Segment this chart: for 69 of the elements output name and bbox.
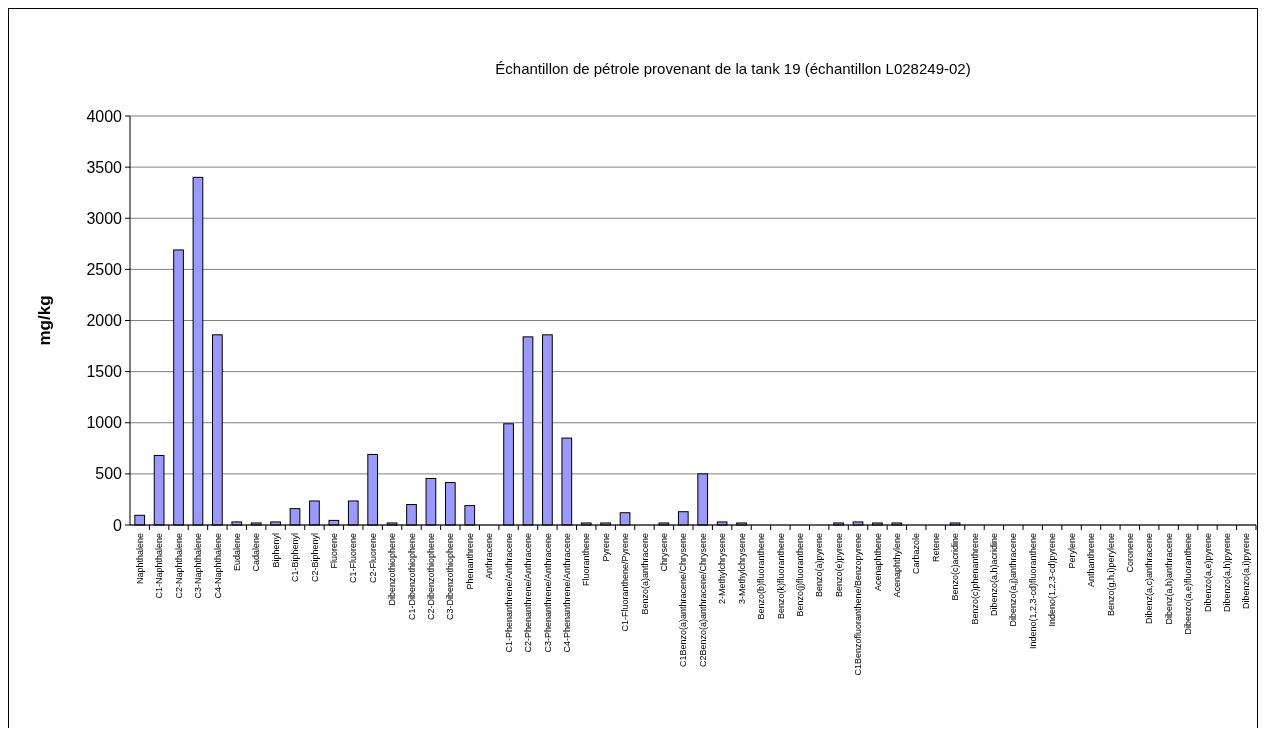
y-axis-title: mg/kg bbox=[35, 295, 54, 346]
x-tick-label: Eudalene bbox=[231, 533, 242, 572]
x-tick-label: Anthracene bbox=[484, 533, 495, 580]
chart-title: Échantillon de pétrole provenant de la tank 19 (échantillon L028249-02) bbox=[495, 60, 971, 77]
x-tick-label: C1-Dibenzothiophene bbox=[406, 533, 417, 621]
x-tick-label: Acenaphthene bbox=[872, 533, 883, 592]
x-tick-label: Benzo(c)acridine bbox=[950, 533, 961, 601]
x-tick-label: Fluorene bbox=[328, 533, 339, 569]
y-tick-label: 1000 bbox=[86, 414, 123, 432]
x-tick-label: Benzo(j)fluoranthene bbox=[794, 533, 805, 617]
x-tick-label: C1-Naphthalene bbox=[154, 533, 165, 599]
x-tick-label: C2Benzo(a)anthracene/Chrysene bbox=[697, 533, 708, 668]
x-tick-label: Indeno(1,2,3-cd)pyrene bbox=[1047, 533, 1058, 627]
x-tick-label: C1-Fluoranthene/Pyrene bbox=[620, 533, 631, 632]
x-tick-label: Pyrene bbox=[600, 533, 611, 562]
x-tick-label: C2-Dibenzothiophene bbox=[426, 533, 437, 621]
x-tick-label: Dibenzo(a,h)pyrene bbox=[1222, 533, 1233, 613]
x-tick-label: C3-Dibenzothiophene bbox=[445, 533, 456, 621]
x-tick-label: Benzo(a)anthracene bbox=[639, 533, 650, 615]
x-tick-label: Retene bbox=[930, 533, 941, 563]
x-tick-label: C1Benzo(a)anthracene/Chrysene bbox=[678, 533, 689, 668]
x-tick-label: Coronene bbox=[1124, 533, 1135, 573]
x-tick-label: C2-Naphthalene bbox=[173, 533, 184, 599]
x-tick-label: Dibenz(a,h)anthracene bbox=[1163, 533, 1174, 625]
x-tick-label: Benzo(e)pyrene bbox=[833, 533, 844, 598]
y-tick-label: 2000 bbox=[86, 312, 123, 330]
x-tick-label: Dibenzo(a,e)pyrene bbox=[1202, 533, 1213, 613]
x-tick-label: C2-Biphenyl bbox=[309, 533, 320, 583]
x-tick-label: Chrysene bbox=[659, 533, 670, 572]
x-tick-label: Phenanthrene bbox=[464, 533, 475, 590]
x-tick-label: Dibenzo(a,i)pyrene bbox=[1241, 533, 1252, 610]
x-tick-label: Benzo(a)pyrene bbox=[814, 533, 825, 598]
y-tick-label: 500 bbox=[95, 465, 123, 483]
x-tick-label: 3-Methylchrysene bbox=[736, 533, 747, 605]
y-tick-label: 1500 bbox=[86, 363, 123, 381]
x-tick-label: Dibenzo(a,j)anthracene bbox=[1008, 533, 1019, 627]
x-tick-label: C2-Fluorene bbox=[367, 533, 378, 584]
x-tick-label: C3-Phenanthrene/Anthracene bbox=[542, 533, 553, 653]
y-tick-label: 3500 bbox=[86, 158, 123, 176]
y-tick-label: 3000 bbox=[86, 209, 123, 227]
x-tick-label: 2-Methylchrysene bbox=[717, 533, 728, 605]
x-tick-label: C2-Phenanthrene/Anthracene bbox=[523, 533, 534, 653]
y-tick-label: 0 bbox=[113, 516, 123, 534]
x-tick-label: Benzo(k)fluoranthene bbox=[775, 533, 786, 620]
x-tick-label: Acenaphthylene bbox=[891, 533, 902, 598]
x-tick-label: Indeno(1,2,3-cd)fluoranthene bbox=[1027, 533, 1038, 650]
x-tick-label: C1-Fluorene bbox=[348, 533, 359, 584]
x-tick-label: C3-Naphthalene bbox=[193, 533, 204, 599]
y-tick-label: 2500 bbox=[86, 260, 123, 278]
x-tick-label: Fluoranthene bbox=[581, 533, 592, 587]
x-tick-label: Benzo(g,h,i)perylene bbox=[1105, 533, 1116, 617]
x-tick-label: Anthanthrene bbox=[1086, 533, 1097, 588]
x-tick-label: C4-Naphthalene bbox=[212, 533, 223, 599]
x-tick-label: C4-Phenanthrene/Anthracene bbox=[561, 533, 572, 653]
x-tick-label: Benzo(b)fluoranthene bbox=[756, 533, 767, 620]
x-tick-label: Dibenzo(a,e)fluoranthene bbox=[1183, 533, 1194, 635]
x-tick-label: Benzo(c)phenanthrene bbox=[969, 533, 980, 625]
x-tick-label: Carbazole bbox=[911, 533, 922, 575]
x-tick-label: C1-Biphenyl bbox=[290, 533, 301, 583]
x-tick-label: Dibenzo(a,h)acridine bbox=[989, 533, 1000, 617]
x-tick-label: Perylene bbox=[1066, 533, 1077, 569]
x-tick-label: Biphenyl bbox=[270, 533, 281, 568]
x-tick-label: C1Benzofluoranthene/Benzopyrene bbox=[853, 533, 864, 676]
x-tick-label: Naphthalene bbox=[134, 533, 145, 585]
x-tick-label: Dibenz(a,c)anthracene bbox=[1144, 533, 1155, 625]
x-tick-label: Cadalene bbox=[251, 533, 262, 572]
y-tick-label: 4000 bbox=[86, 107, 123, 125]
x-tick-label: C1-Phenanthrene/Anthracene bbox=[503, 533, 514, 653]
x-tick-label: Dibenzothiophene bbox=[387, 533, 398, 606]
